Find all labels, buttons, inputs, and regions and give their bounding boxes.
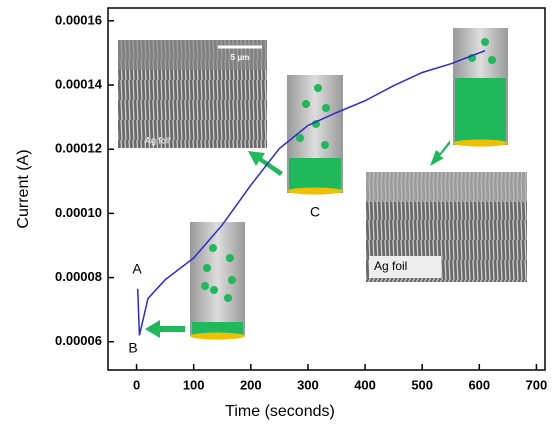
y-axis-label: Current (A)	[15, 149, 32, 228]
x-tick-label: 100	[183, 377, 205, 392]
x-tick-label: 700	[526, 377, 548, 392]
y-tick-label: 0.00014	[55, 76, 103, 91]
x-tick-label: 600	[468, 377, 490, 392]
data-line	[136, 49, 486, 336]
x-tick-label: 300	[297, 377, 319, 392]
annotation: A	[132, 261, 142, 277]
y-tick-label: 0.00010	[55, 205, 102, 220]
scale-bar-label: 5 μm	[231, 53, 250, 62]
plot-frame	[107, 7, 546, 371]
inset-label: Ag foil	[145, 135, 170, 145]
sem-inset-left	[118, 40, 267, 148]
cylinder-b	[190, 222, 245, 340]
annotation: C	[310, 204, 320, 220]
y-tick-label: 0.00012	[55, 141, 102, 156]
x-tick-label: 500	[411, 377, 433, 392]
cylinder-final	[453, 28, 508, 147]
y-tick-label: 0.00016	[55, 12, 102, 27]
y-tick-label: 0.00006	[55, 333, 102, 348]
y-tick-label: 0.00008	[55, 269, 102, 284]
annotation: B	[128, 340, 137, 356]
inset-label: Ag foil	[374, 259, 407, 273]
x-tick-label: 0	[133, 377, 140, 392]
x-tick-label: 200	[240, 377, 262, 392]
arrows	[145, 140, 450, 338]
sem-inset-right	[366, 172, 527, 282]
x-axis-label: Time (seconds)	[225, 403, 335, 420]
x-tick-label: 400	[354, 377, 376, 392]
